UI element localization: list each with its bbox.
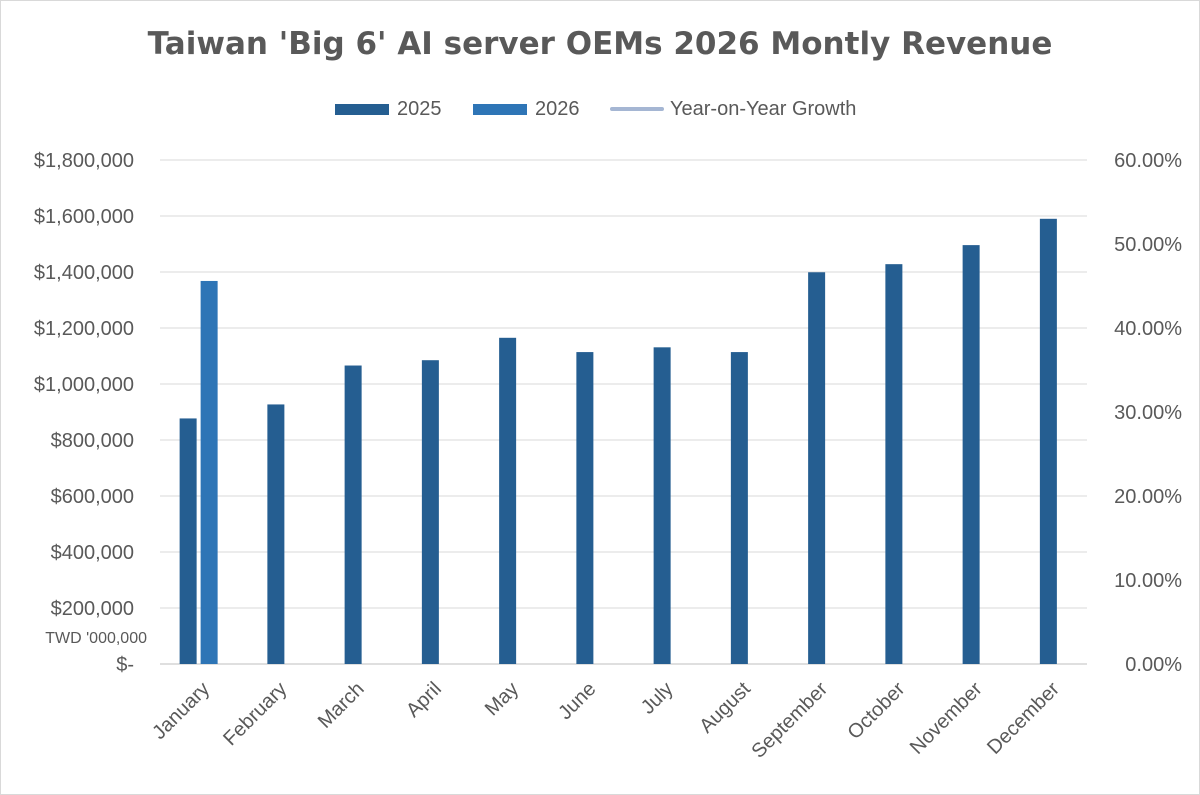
x-tick-label: March — [314, 678, 369, 733]
y-left-tick-label: $1,000,000 — [34, 374, 134, 396]
bar-2025-april — [421, 360, 439, 664]
legend-item-2026: 2026 — [473, 96, 580, 122]
x-tick-label: July — [637, 678, 678, 719]
y-right-tick-label: 60.00% — [1114, 150, 1182, 172]
bar-2025-july — [653, 347, 671, 664]
bar-2025-march — [344, 365, 362, 664]
y-left-tick-label: $1,800,000 — [34, 150, 134, 172]
y-left-tick-label: $200,000 — [51, 598, 134, 620]
x-tick-label: June — [554, 678, 600, 724]
x-tick-label: May — [481, 678, 523, 720]
bar-2025-august — [730, 352, 748, 664]
chart-title: Taiwan 'Big 6' AI server OEMs 2026 Montl… — [147, 26, 1053, 62]
y-right-tick-label: 0.00% — [1125, 654, 1182, 676]
y-right-tick-label: 20.00% — [1114, 486, 1182, 508]
bar-2025-december — [1039, 218, 1057, 665]
y-right-tick-label: 40.00% — [1114, 318, 1182, 340]
legend-label-2025: 2025 — [397, 97, 442, 120]
y-left-tick-label: $1,400,000 — [34, 262, 134, 284]
y-left-unit-label: TWD '000,000 — [45, 630, 147, 647]
x-tick-label: February — [219, 678, 291, 750]
y-right-tick-label: 10.00% — [1114, 570, 1182, 592]
legend-label-2026: 2026 — [535, 97, 580, 120]
bar-2026-january — [200, 280, 218, 664]
bar-2025-february — [267, 404, 285, 664]
legend-item-2025: 2025 — [335, 96, 442, 122]
x-tick-label: April — [402, 678, 446, 722]
x-tick-label: August — [695, 678, 755, 738]
y-left-tick-label: $600,000 — [51, 486, 134, 508]
bar-2025-january — [179, 418, 197, 664]
x-tick-label: January — [148, 678, 214, 744]
y-right-tick-label: 30.00% — [1114, 402, 1182, 424]
bar-2025-november — [962, 245, 980, 664]
bar-2025-may — [499, 337, 517, 664]
y-left-tick-label: $400,000 — [51, 542, 134, 564]
bar-2025-october — [885, 264, 903, 664]
legend-swatch-yoy — [610, 107, 664, 111]
legend-swatch-2025 — [335, 103, 389, 115]
x-tick-label: November — [906, 678, 987, 759]
chart-legend: 2025 2026 Year-on-Year Growth — [0, 96, 1200, 122]
y-left-tick-label: $1,600,000 — [34, 206, 134, 228]
x-tick-label: September — [747, 678, 832, 763]
legend-item-yoy: Year-on-Year Growth — [610, 96, 856, 122]
bar-2025-september — [808, 272, 826, 664]
y-left-tick-label: $1,200,000 — [34, 318, 134, 340]
bar-2025-june — [576, 352, 594, 664]
y-left-tick-label: $- — [116, 654, 134, 676]
y-left-tick-label: $800,000 — [51, 430, 134, 452]
x-tick-label: October — [844, 678, 910, 744]
y-right-tick-label: 50.00% — [1114, 234, 1182, 256]
x-tick-label: December — [983, 678, 1064, 759]
legend-label-yoy: Year-on-Year Growth — [670, 97, 857, 120]
legend-swatch-2026 — [473, 103, 527, 115]
